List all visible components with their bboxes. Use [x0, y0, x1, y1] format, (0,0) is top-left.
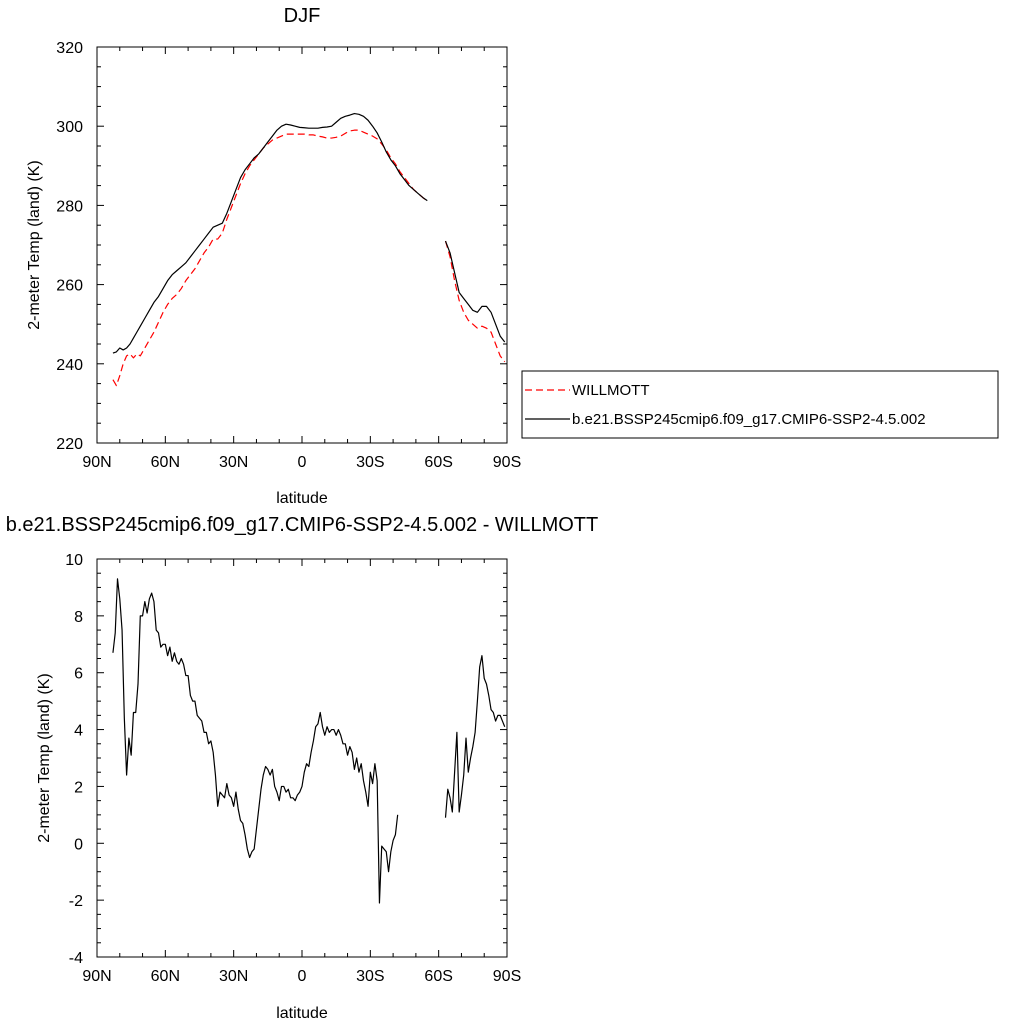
x-tick-label: 30N [219, 968, 248, 985]
y-tick-label: 320 [56, 40, 83, 57]
x-tick-label: 30S [356, 454, 384, 471]
x-tick-label: 90N [82, 454, 111, 471]
legend: WILLMOTT b.e21.BSSP245cmip6.f09_g17.CMIP… [521, 370, 999, 439]
y-tick-label: 0 [74, 836, 83, 853]
panel-title: DJF [284, 5, 321, 27]
difference-panel: b.e21.BSSP245cmip6.f09_g17.CMIP6-SSP2-4.… [6, 514, 599, 1022]
x-tick-label: 60S [424, 454, 452, 471]
y-tick-label: -4 [69, 950, 83, 967]
x-tick-label: 60S [424, 968, 452, 985]
y-tick-label: 10 [65, 552, 83, 569]
y-tick-label: 260 [56, 278, 83, 295]
y-tick-label: 300 [56, 119, 83, 136]
x-axis-label: latitude [276, 1005, 328, 1022]
x-tick-label: 90S [493, 454, 521, 471]
x-tick-label: 90S [493, 968, 521, 985]
series-line [444, 655, 506, 818]
series-line [112, 578, 399, 904]
x-tick-label: 30S [356, 968, 384, 985]
x-tick-label: 0 [298, 968, 307, 985]
axis-ticks: 90N 60N 30N 0 30S 60S 90S -4 -2 0 2 4 6 8 10 [65, 552, 521, 985]
y-tick-label: 240 [56, 357, 83, 374]
axis-ticks: 90N 60N 30N 0 30S 60S 90S 220 240 260 280 300 320 [56, 40, 521, 471]
x-tick-label: 60N [151, 454, 180, 471]
x-tick-label: 0 [298, 454, 307, 471]
y-tick-label: 280 [56, 198, 83, 215]
y-tick-label: 220 [56, 436, 83, 453]
y-axis-label: 2-meter Temp (land) (K) [36, 673, 53, 843]
series-line [444, 240, 506, 363]
series-line [444, 240, 506, 343]
x-tick-label: 60N [151, 968, 180, 985]
y-tick-label: 6 [74, 666, 83, 683]
panel-title: b.e21.BSSP245cmip6.f09_g17.CMIP6-SSP2-4.… [6, 514, 599, 536]
y-tick-label: 4 [74, 723, 83, 740]
x-axis-label: latitude [276, 490, 328, 507]
djf-panel: DJF 90N 60N 30N 0 30S 60S 90S 220 240 260 280 300 32… [26, 5, 999, 507]
series-line [112, 112, 428, 354]
y-tick-label: -2 [69, 893, 83, 910]
legend-label-model: b.e21.BSSP245cmip6.f09_g17.CMIP6-SSP2-4.… [572, 411, 926, 428]
y-tick-label: 8 [74, 609, 83, 626]
series-lines [112, 112, 506, 387]
plot-frame [96, 46, 508, 444]
y-tick-label: 2 [74, 779, 83, 796]
x-tick-label: 30N [219, 454, 248, 471]
legend-box [521, 370, 999, 439]
x-tick-label: 90N [82, 968, 111, 985]
series-lines [112, 578, 506, 904]
series-line [112, 129, 428, 387]
legend-label-willmott: WILLMOTT [572, 382, 650, 399]
y-axis-label: 2-meter Temp (land) (K) [26, 160, 43, 330]
plot-frame [96, 558, 508, 958]
